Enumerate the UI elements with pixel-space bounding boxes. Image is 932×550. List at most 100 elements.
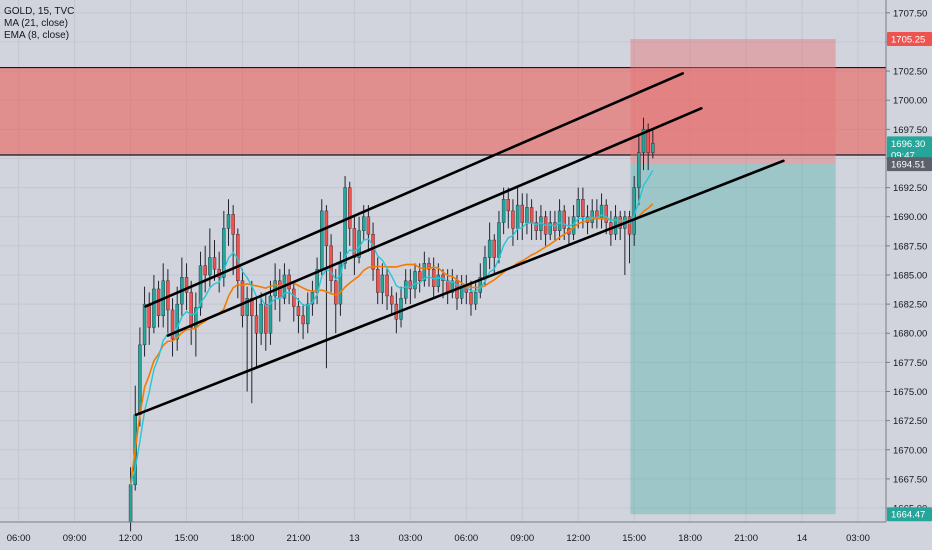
price-label: 1705.25 — [891, 35, 925, 46]
candle-down — [385, 274, 389, 297]
candle-down — [250, 298, 254, 316]
candle-down — [189, 292, 193, 328]
channel-lines — [134, 72, 785, 417]
y-tick-label: 1675.00 — [893, 387, 927, 398]
legend: GOLD, 15, TVC MA (21, close) EMA (8, clo… — [4, 6, 74, 42]
y-tick-label: 1667.50 — [893, 474, 927, 485]
price-label: 1664.47 — [891, 510, 925, 521]
candle-up — [525, 207, 529, 223]
candle-down — [147, 303, 151, 328]
y-tick-label: 1700.00 — [893, 96, 927, 107]
price-label-bg — [887, 32, 932, 47]
candle-up — [403, 280, 408, 299]
time-axis[interactable]: 06:00 09:00 12:00 15:00 18:00 21:00 13 03:00 06:… — [0, 521, 886, 544]
candle-down — [348, 187, 352, 229]
candle-up — [399, 298, 403, 320]
candle-up — [128, 484, 133, 523]
x-tick-label: 09:00 — [510, 533, 534, 544]
candle-up — [436, 274, 441, 287]
candle-down — [231, 214, 235, 235]
candle-up — [501, 199, 506, 223]
candle-down — [511, 210, 515, 229]
candle-up — [259, 303, 263, 334]
candle-down — [264, 303, 268, 334]
candle-up — [152, 288, 156, 328]
y-tick-label: 1690.00 — [893, 212, 927, 223]
candle-up — [362, 216, 366, 231]
price-label-bg — [887, 507, 932, 522]
candle-up — [245, 298, 249, 316]
candle-down — [366, 216, 371, 235]
candle-down — [417, 271, 422, 282]
candle-up — [208, 257, 212, 276]
candle-up — [548, 222, 552, 235]
y-tick-label: 1685.00 — [893, 270, 927, 281]
stop-loss-zone — [630, 39, 836, 165]
candle-up — [310, 292, 315, 305]
ema-indicator-label[interactable]: EMA (8, close) — [4, 30, 70, 41]
take-profit-zone — [630, 164, 836, 515]
x-tick-label: 15:00 — [622, 533, 646, 544]
candle-down — [534, 222, 538, 231]
candle-down — [604, 204, 608, 223]
ema-8-line — [129, 170, 654, 485]
candle-up — [343, 187, 347, 264]
candle-down — [203, 265, 207, 276]
candle-down — [581, 199, 585, 217]
symbol-line[interactable]: GOLD, 15, TVC — [4, 6, 75, 17]
x-tick-label: 03:00 — [398, 533, 422, 544]
y-tick-label: 1707.50 — [893, 8, 927, 19]
candle-down — [506, 199, 510, 212]
x-tick-label: 21:00 — [734, 533, 758, 544]
x-tick-label: 13 — [349, 533, 360, 544]
candle-down — [520, 204, 524, 223]
channel-line-2 — [166, 107, 703, 337]
candle-up — [306, 303, 310, 325]
x-tick-label: 12:00 — [566, 533, 590, 544]
y-tick-label: 1670.00 — [893, 445, 927, 456]
candle-down — [627, 216, 632, 235]
candle-up — [320, 210, 324, 270]
price-label: 09:47 — [891, 150, 915, 161]
candle-up — [198, 265, 203, 308]
candle-up — [571, 216, 576, 235]
candle-up — [637, 152, 641, 188]
y-tick-label: 1687.50 — [893, 241, 927, 252]
candle-up — [380, 274, 385, 293]
candle-up — [576, 199, 580, 217]
resistance-zone — [0, 67, 886, 155]
candle-down — [240, 280, 245, 316]
candle-down — [287, 274, 291, 290]
candle-up — [515, 204, 520, 229]
candle-up — [222, 228, 226, 278]
candle-down — [334, 280, 338, 305]
x-tick-label: 09:00 — [63, 533, 87, 544]
price-axis[interactable]: 1707.501705.001702.501700.001697.501695.… — [885, 0, 927, 522]
price-label: 1696.30 — [891, 139, 925, 150]
candle-down — [646, 129, 650, 153]
price-label: 1694.51 — [891, 160, 925, 171]
candle-down — [184, 277, 189, 293]
candle-down — [292, 288, 296, 307]
candle-up — [268, 295, 273, 334]
y-tick-label: 1680.00 — [893, 329, 927, 340]
candles — [128, 117, 655, 532]
candle-down — [618, 216, 622, 229]
candle-up — [651, 143, 655, 153]
candle-down — [352, 228, 357, 258]
candle-up — [557, 210, 562, 231]
candle-down — [254, 315, 259, 334]
x-tick-label: 12:00 — [119, 533, 143, 544]
ma-indicator-label[interactable]: MA (21, close) — [4, 18, 68, 29]
price-label-bg — [887, 157, 932, 172]
y-tick-label: 1677.50 — [893, 358, 927, 369]
candle-up — [641, 129, 646, 153]
candle-down — [427, 263, 431, 270]
candle-down — [212, 257, 217, 270]
candle-up — [142, 303, 147, 346]
candle-up — [226, 214, 231, 229]
y-tick-label: 1702.50 — [893, 67, 927, 78]
